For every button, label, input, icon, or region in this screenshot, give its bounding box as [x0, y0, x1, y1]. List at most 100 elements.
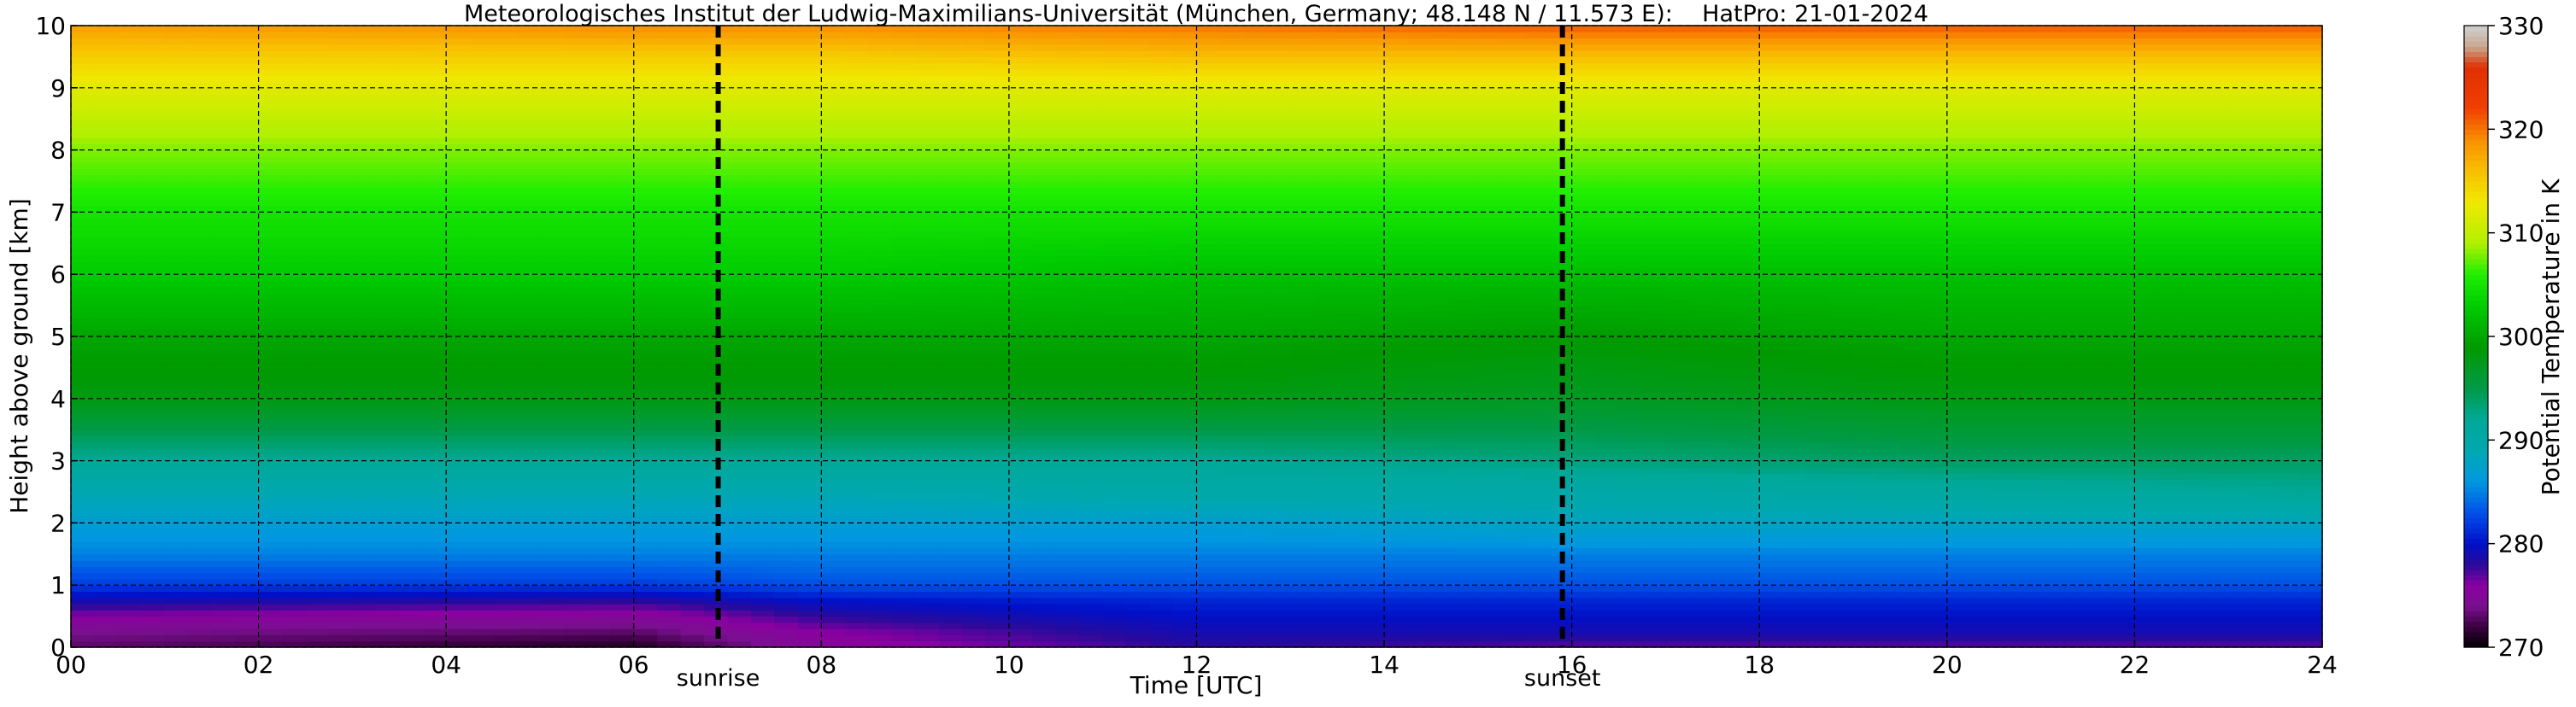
heatmap-cell — [938, 174, 963, 182]
heatmap-cell — [1055, 634, 1080, 642]
heatmap-cell — [774, 622, 799, 629]
heatmap-cell — [844, 417, 869, 424]
heatmap-cell — [797, 75, 822, 83]
heatmap-cell — [633, 62, 658, 70]
heatmap-cell — [399, 305, 424, 313]
heatmap-cell — [422, 286, 447, 294]
heatmap-cell — [1126, 255, 1151, 263]
heatmap-cell — [305, 131, 330, 138]
heatmap-cell — [797, 354, 822, 362]
heatmap-cell — [399, 547, 424, 555]
heatmap-cell — [305, 206, 330, 213]
heatmap-cell — [399, 628, 424, 636]
heatmap-cell — [750, 125, 776, 132]
heatmap-cell — [821, 560, 846, 567]
heatmap-cell — [938, 386, 963, 394]
heatmap-cell — [399, 553, 424, 561]
heatmap-cell — [962, 529, 987, 536]
heatmap-cell — [399, 634, 424, 642]
heatmap-cell — [563, 324, 588, 331]
heatmap-cell — [141, 293, 166, 300]
heatmap-cell — [586, 622, 611, 629]
heatmap-cell — [446, 318, 471, 325]
heatmap-cell — [328, 466, 353, 474]
heatmap-cell — [727, 392, 752, 400]
heatmap-cell — [1102, 510, 1127, 517]
heatmap-cell — [469, 112, 494, 120]
heatmap-cell — [469, 131, 494, 138]
heatmap-cell — [657, 535, 682, 542]
heatmap-cell — [891, 38, 916, 45]
heatmap-cell — [891, 492, 916, 499]
heatmap-cell — [71, 361, 96, 368]
heatmap-cell — [844, 311, 869, 318]
heatmap-cell — [915, 293, 940, 300]
heatmap-cell — [915, 411, 940, 418]
heatmap-cell — [891, 435, 916, 443]
heatmap-cell — [258, 417, 283, 424]
heatmap-cell — [469, 417, 494, 424]
heatmap-cell — [141, 119, 166, 126]
heatmap-cell — [375, 498, 400, 505]
heatmap-cell — [71, 498, 96, 505]
heatmap-cell — [71, 286, 96, 294]
heatmap-cell — [399, 622, 424, 629]
heatmap-cell — [774, 299, 799, 307]
heatmap-cell — [305, 622, 330, 629]
heatmap-cell — [375, 193, 400, 201]
heatmap-cell — [915, 305, 940, 313]
heatmap-cell — [399, 479, 424, 487]
heatmap-cell — [282, 231, 307, 238]
heatmap-cell — [94, 149, 119, 157]
heatmap-cell — [586, 162, 611, 170]
heatmap-cell — [328, 529, 353, 536]
heatmap-cell — [844, 330, 869, 337]
heatmap-cell — [352, 94, 377, 101]
heatmap-cell — [1079, 628, 1104, 636]
heatmap-cell — [891, 566, 916, 574]
heatmap-cell — [727, 212, 752, 219]
heatmap-cell — [94, 187, 119, 195]
heatmap-cell — [610, 473, 635, 481]
heatmap-cell — [1055, 498, 1080, 505]
heatmap-cell — [235, 560, 260, 567]
heatmap-cell — [868, 541, 893, 549]
heatmap-cell — [117, 224, 142, 231]
heatmap-cell — [141, 237, 166, 244]
heatmap-cell — [1173, 504, 1198, 511]
heatmap-cell — [1126, 311, 1151, 318]
heatmap-cell — [586, 348, 611, 356]
heatmap-cell — [305, 466, 330, 474]
heatmap-cell — [539, 181, 565, 188]
heatmap-cell — [493, 293, 518, 300]
heatmap-cell — [891, 261, 916, 269]
heatmap-cell — [868, 193, 893, 201]
heatmap-cell — [493, 460, 518, 468]
heatmap-cell — [610, 249, 635, 256]
heatmap-cell — [657, 87, 682, 95]
heatmap-cell — [797, 423, 822, 430]
heatmap-cell — [539, 435, 565, 443]
heatmap-cell — [985, 578, 1010, 586]
heatmap-cell — [774, 535, 799, 542]
heatmap-cell — [375, 523, 400, 530]
heatmap-cell — [563, 237, 588, 244]
heatmap-cell — [235, 267, 260, 275]
heatmap-cell — [469, 267, 494, 275]
heatmap-cell — [422, 199, 447, 207]
heatmap-cell — [704, 466, 729, 474]
heatmap-cell — [657, 604, 682, 611]
heatmap-cell — [657, 237, 682, 244]
heatmap-cell — [282, 498, 307, 505]
heatmap-cell — [375, 541, 400, 549]
heatmap-cell — [211, 423, 236, 430]
heatmap-cell — [188, 274, 213, 282]
heatmap-cell — [94, 361, 119, 368]
heatmap-cell — [539, 628, 565, 636]
heatmap-cell — [141, 94, 166, 101]
heatmap-cell — [539, 299, 565, 307]
heatmap-cell — [633, 311, 658, 318]
heatmap-cell — [1055, 81, 1080, 89]
heatmap-cell — [1055, 429, 1080, 437]
heatmap-cell — [211, 218, 236, 225]
